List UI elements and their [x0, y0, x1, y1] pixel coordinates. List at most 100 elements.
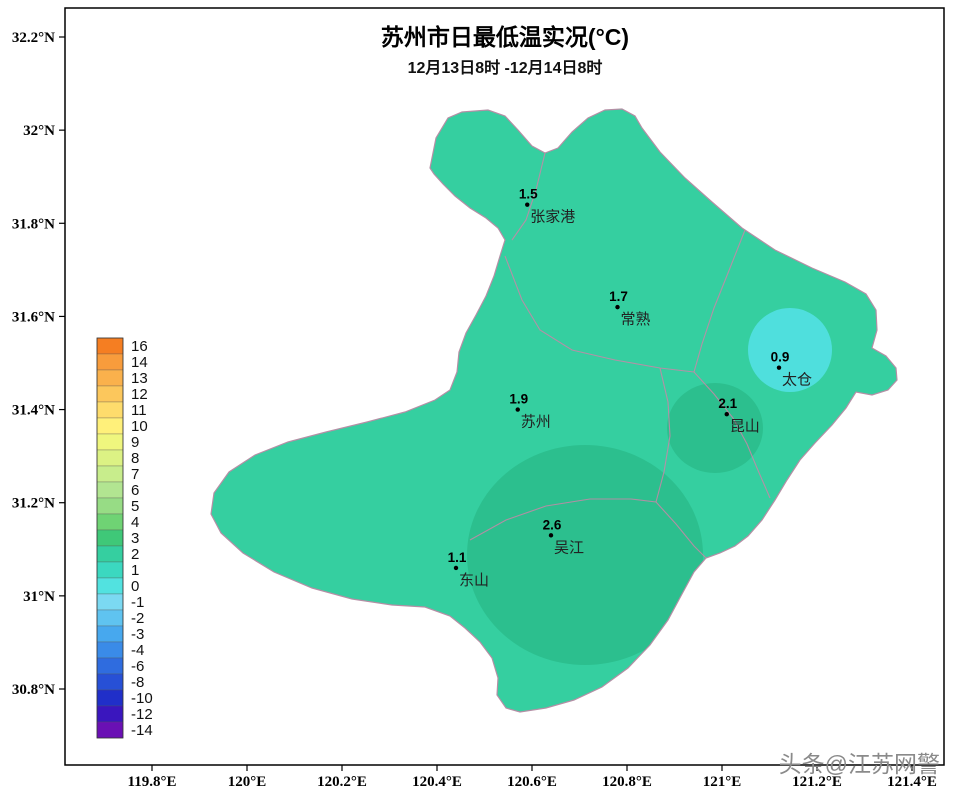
legend-swatch	[96, 545, 124, 563]
district-boundaries	[469, 152, 771, 559]
y-tick-label: 31.2°N	[12, 496, 55, 512]
legend-value-label: 3	[131, 530, 139, 547]
legend-swatch	[96, 449, 124, 467]
legend-value-label: -4	[131, 642, 144, 659]
legend-value-label: -14	[131, 722, 153, 739]
legend-value-label: 5	[131, 498, 139, 515]
y-tick-label: 30.8°N	[12, 682, 55, 698]
station-name: 张家港	[530, 209, 575, 226]
y-axis: 32.2°N 32°N 31.8°N 31.6°N 31.4°N 31.2°N 31°N 30…	[12, 30, 65, 698]
station-dot	[525, 202, 530, 207]
district-boundary	[511, 152, 546, 241]
legend-swatch	[96, 529, 124, 547]
plot-frame	[64, 7, 945, 766]
station-dot	[724, 412, 729, 417]
station-dot	[776, 365, 782, 370]
x-tick-label: 121.2°E	[792, 774, 842, 790]
watermark: 头条@江苏网警	[779, 751, 940, 777]
legend-swatch	[96, 433, 124, 451]
station-temperature: 2.6	[543, 517, 562, 532]
legend-value-label: 12	[131, 386, 148, 403]
station-temperature: 2.1	[718, 396, 737, 411]
legend-swatch	[96, 369, 124, 387]
legend-swatch	[96, 689, 124, 707]
legend-swatch	[96, 337, 124, 355]
legend-value-label: 10	[131, 418, 148, 435]
x-tick-label: 120.6°E	[507, 774, 557, 790]
legend-swatch	[96, 465, 124, 483]
station: 1.1 东山	[448, 550, 489, 589]
x-tick-label: 120.4°E	[412, 774, 462, 790]
legend-swatch	[96, 673, 124, 691]
legend-value-label: 7	[131, 466, 139, 483]
map-region	[210, 108, 898, 713]
legend-swatch	[96, 513, 124, 531]
legend-value-label: 2	[131, 546, 139, 563]
y-tick-label: 32.2°N	[12, 30, 55, 46]
legend-swatch	[96, 577, 124, 595]
legend-value-label: -3	[131, 626, 144, 643]
district-boundary	[655, 501, 707, 559]
legend-value-label: 11	[131, 402, 147, 419]
station: 0.9 太仓	[771, 350, 812, 389]
legend-swatch	[96, 497, 124, 515]
legend-value-label: 9	[131, 434, 139, 451]
district-boundary	[693, 229, 746, 373]
station: 2.6 吴江	[543, 517, 584, 556]
station-name: 太仓	[782, 372, 812, 389]
district-boundary	[693, 371, 771, 499]
legend-value-label: 1	[131, 562, 139, 579]
legend-value-label: 6	[131, 482, 139, 499]
station-dot	[515, 407, 520, 412]
legend-value-label: 8	[131, 450, 139, 467]
legend-swatch	[96, 481, 124, 499]
x-tick-label: 120°E	[228, 774, 267, 790]
station-dot	[615, 304, 620, 310]
legend-swatch	[96, 593, 124, 611]
x-tick-label: 121°E	[703, 774, 742, 790]
chart-subtitle: 12月13日8时 -12月14日8时	[408, 59, 603, 77]
legend-value-label: -8	[131, 674, 144, 691]
legend-swatch	[96, 401, 124, 419]
station-name: 吴江	[554, 539, 584, 556]
legend-swatch	[96, 417, 124, 435]
district-boundary	[655, 367, 671, 503]
temperature-colorbar: 1614131211109876543210-1-2-3-4-6-8-10-12…	[96, 337, 153, 739]
x-tick-label: 119.8°E	[128, 774, 177, 790]
station-markers: 1.5 张家港 1.7 常熟 0.9 太仓 1.9 苏州 2.1 昆山 2.6 吴江 1.1 东山	[448, 187, 812, 589]
station: 2.1 昆山	[718, 396, 759, 435]
station-temperature: 1.1	[448, 550, 467, 565]
kunshan-warm-band	[667, 383, 763, 473]
station: 1.5 张家港	[519, 187, 575, 226]
legend-value-label: 4	[131, 514, 139, 531]
x-tick-label: 121.4°E	[887, 774, 937, 790]
legend-value-label: -6	[131, 658, 144, 675]
legend-value-label: -12	[131, 706, 153, 723]
y-tick-label: 31°N	[23, 589, 55, 605]
y-tick-label: 32°N	[23, 123, 55, 139]
y-tick-label: 31.8°N	[12, 216, 55, 232]
chart-title: 苏州市日最低温实况(°C)	[381, 24, 629, 50]
legend-border	[96, 337, 124, 739]
station-name: 苏州	[521, 414, 551, 431]
legend-swatch	[96, 385, 124, 403]
legend-swatch	[96, 609, 124, 627]
legend-value-label: 0	[131, 578, 139, 595]
legend-swatch	[96, 721, 124, 739]
x-axis: 119.8°E 120°E 120.2°E 120.4°E 120.6°E 120.8°E…	[128, 765, 937, 790]
legend-value-label: 16	[131, 338, 148, 355]
station-temperature: 1.5	[519, 187, 538, 202]
station-dot	[548, 533, 554, 538]
legend-swatch	[96, 353, 124, 371]
x-tick-label: 120.2°E	[317, 774, 367, 790]
y-tick-label: 31.4°N	[12, 403, 55, 419]
station: 1.7 常熟	[609, 289, 650, 328]
taicang-cool-band	[748, 308, 832, 392]
station-name: 昆山	[730, 418, 760, 435]
y-tick-label: 31.6°N	[12, 309, 55, 325]
station-temperature: 0.9	[771, 350, 790, 365]
station: 1.9 苏州	[509, 392, 550, 431]
legend-swatch	[96, 561, 124, 579]
